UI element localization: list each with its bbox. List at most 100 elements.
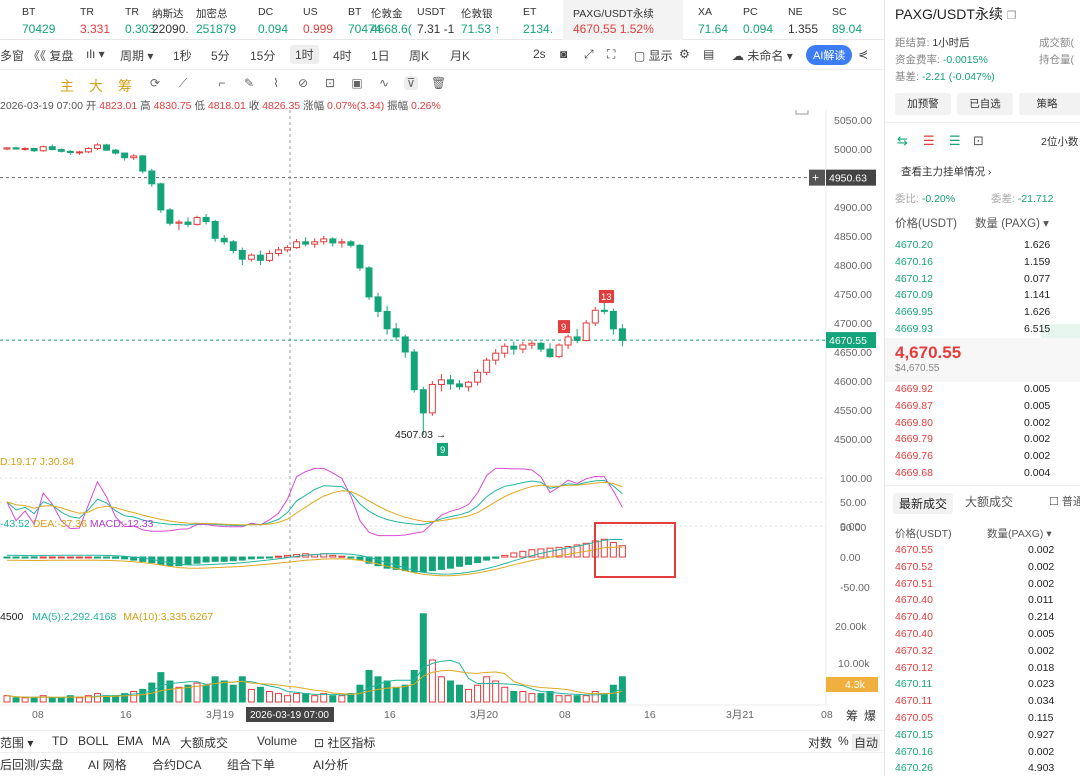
orderbook-row[interactable]: 4669.79 0.002 bbox=[895, 433, 1080, 449]
sync-icon[interactable]: ⟳ bbox=[149, 76, 161, 90]
orderbook-both-icon[interactable]: ⇆ bbox=[897, 133, 908, 148]
ticker-item[interactable]: 加密总 251879 bbox=[196, 0, 240, 40]
period-5m[interactable]: 5分 bbox=[211, 49, 230, 63]
percent-toggle[interactable]: % bbox=[838, 734, 849, 748]
tab-large-trades[interactable]: 大额成交 bbox=[965, 495, 1014, 509]
depth-icon[interactable]: ⊡ bbox=[973, 133, 984, 148]
period-1s[interactable]: 1秒 bbox=[173, 49, 192, 63]
ticker-item[interactable]: BT 70474 bbox=[348, 0, 392, 40]
orderbook-row[interactable]: 4669.76 0.002 bbox=[895, 450, 1080, 466]
indicator-main[interactable]: 主 bbox=[60, 78, 74, 94]
layout-icon[interactable]: ▤ bbox=[703, 47, 715, 61]
orderbook-row[interactable]: 4669.68 0.004 bbox=[895, 467, 1080, 483]
price-chart[interactable]: 5050.005000.004950.004900.004850.004800.… bbox=[0, 110, 884, 730]
period-1h[interactable]: 1时 bbox=[290, 45, 319, 64]
ticker-item[interactable]: 伦敦银 71.53 ↑ bbox=[461, 0, 505, 40]
lock-icon[interactable]: ⊡ bbox=[324, 76, 336, 90]
period-15m[interactable]: 15分 bbox=[250, 49, 276, 63]
indicator-ma[interactable]: MA bbox=[152, 734, 170, 748]
community-indicators[interactable]: ⊡ 社区指标 bbox=[314, 736, 376, 750]
note-icon[interactable]: ▣ bbox=[351, 76, 363, 90]
orderbook-row[interactable]: 4669.92 0.005 bbox=[895, 383, 1080, 399]
orderbook-row[interactable]: 4669.80 0.002 bbox=[895, 417, 1080, 433]
expand-icon[interactable]: ⤢ bbox=[584, 47, 594, 61]
display-toggle[interactable]: ▢ 显示 bbox=[634, 49, 673, 63]
orderbook-row[interactable]: 4670.12 0.077 bbox=[895, 273, 1080, 289]
ticker-item[interactable]: 纳斯达 22090. bbox=[152, 0, 196, 40]
ticker-item[interactable]: 伦敦金 4668.6( bbox=[371, 0, 415, 40]
auto-toggle[interactable]: 自动 bbox=[852, 734, 881, 751]
template-dropdown[interactable]: ☁ 未命名 ▾ bbox=[732, 49, 793, 63]
more-button[interactable] bbox=[1071, 93, 1080, 115]
ticker-item[interactable]: PC 0.094 bbox=[743, 0, 787, 40]
fullscreen-icon[interactable]: ⛶ bbox=[607, 47, 616, 61]
toolbar-multiwindow[interactable]: 多窗 bbox=[0, 49, 25, 63]
strategy-button[interactable]: 策略 bbox=[1019, 93, 1075, 115]
settings-icon[interactable]: ⚙ bbox=[679, 47, 690, 61]
ticker-item[interactable]: DC 0.094 bbox=[258, 0, 302, 40]
orderbook-bids-icon[interactable]: ☰ bbox=[949, 133, 961, 148]
refresh-interval[interactable]: 2s bbox=[533, 47, 546, 61]
ai-interpret-button[interactable]: AI解读 bbox=[806, 45, 853, 65]
tab-dca[interactable]: 合约DCA bbox=[152, 758, 202, 772]
indicator-boll[interactable]: BOLL bbox=[78, 734, 109, 748]
kdj-tick: 0.00 bbox=[840, 521, 861, 533]
ticker-item[interactable]: TR 3.331 bbox=[80, 0, 124, 40]
ticker-item[interactable]: USDT 7.31 -1 bbox=[417, 0, 461, 40]
ticker-item[interactable]: US 0.999 bbox=[303, 0, 347, 40]
qty-header[interactable]: 数量 (PAXG) ▾ bbox=[975, 218, 1049, 230]
ticker-price: 1.355 bbox=[788, 22, 819, 36]
orderbook-row[interactable]: 4670.20 1.626 bbox=[895, 239, 1080, 255]
orderbook-row[interactable]: 4669.87 0.005 bbox=[895, 400, 1080, 416]
ticker-item[interactable]: XA 71.64 bbox=[698, 0, 742, 40]
normal-checkbox[interactable]: ☐ 普通 bbox=[1049, 496, 1080, 508]
magnet-icon[interactable]: ∿ bbox=[378, 76, 390, 90]
share-icon[interactable]: ⋞ bbox=[858, 47, 869, 61]
filter-icon[interactable]: ⊽ bbox=[404, 76, 418, 90]
camera-icon[interactable]: ◙ bbox=[560, 47, 568, 61]
favorited-button[interactable]: 已自选 bbox=[957, 93, 1013, 115]
indicator-td[interactable]: TD bbox=[52, 734, 68, 748]
line-tool-icon[interactable]: ⟋ bbox=[178, 76, 188, 90]
indicator-chips[interactable]: 筹 bbox=[118, 78, 132, 94]
period-4h[interactable]: 4时 bbox=[333, 49, 352, 63]
trade-qty-header[interactable]: 数量(PAXG) ▾ bbox=[987, 528, 1052, 540]
orderbook-row[interactable]: 4669.93 6.515 bbox=[895, 323, 1080, 339]
ticker-item[interactable]: NE 1.355 bbox=[788, 0, 832, 40]
tab-ai-analysis[interactable]: AI分析 bbox=[313, 758, 349, 772]
ticker-item[interactable]: TR 0.303 bbox=[125, 0, 169, 40]
brush-icon[interactable]: ⌇ bbox=[273, 76, 279, 90]
ticker-item[interactable]: PAXG/USDT永续 4670.55 1.52% bbox=[563, 0, 683, 40]
crosshair-icon[interactable]: ⌐ bbox=[218, 76, 226, 90]
period-week[interactable]: 周K bbox=[409, 49, 430, 63]
orderbook-row[interactable]: 4669.95 1.626 bbox=[895, 306, 1080, 322]
ticker-name: SC bbox=[832, 6, 847, 18]
orderbook-row[interactable]: 4670.09 1.141 bbox=[895, 289, 1080, 305]
main-orders-link[interactable]: 查看主力挂单情况 › bbox=[901, 166, 992, 178]
tab-backtest[interactable]: 后回测/实盘 bbox=[0, 758, 64, 772]
trash-icon[interactable]: 🗑 bbox=[431, 76, 447, 90]
pencil-icon[interactable]: ✎ bbox=[243, 76, 255, 90]
range-selector[interactable]: 范围 ▾ bbox=[0, 736, 34, 750]
ticker-item[interactable]: BT 70429 bbox=[22, 0, 66, 40]
chart-type-icon[interactable]: ılı ▾ bbox=[86, 47, 105, 61]
log-toggle[interactable]: 对数 bbox=[808, 736, 833, 750]
period-month[interactable]: 月K bbox=[450, 49, 471, 63]
indicator-large-trades[interactable]: 大额成交 bbox=[180, 736, 229, 750]
toolbar-replay[interactable]: 《《 复盘 bbox=[28, 49, 74, 63]
tab-ai-grid[interactable]: AI 网格 bbox=[88, 758, 127, 772]
ticker-item[interactable]: SC 89.04 bbox=[832, 0, 876, 40]
tab-combo-order[interactable]: 组合下单 bbox=[227, 758, 276, 772]
orderbook-asks-icon[interactable]: ☰ bbox=[923, 133, 935, 148]
precision-select[interactable]: 2位小数 bbox=[1041, 136, 1079, 148]
indicator-ema[interactable]: EMA bbox=[117, 734, 144, 748]
indicator-large[interactable]: 大 bbox=[89, 78, 103, 94]
period-dropdown[interactable]: 周期 ▾ bbox=[120, 49, 154, 63]
indicator-volume[interactable]: Volume bbox=[257, 734, 298, 748]
period-1d[interactable]: 1日 bbox=[371, 49, 390, 63]
orderbook-row[interactable]: 4670.16 1.159 bbox=[895, 256, 1080, 272]
ticker-item[interactable]: ET 2134. bbox=[523, 0, 567, 40]
tab-latest-trades[interactable]: 最新成交 bbox=[893, 493, 954, 514]
ruler-icon[interactable]: ⊘ bbox=[297, 76, 309, 90]
add-alert-button[interactable]: 加预警 bbox=[895, 93, 951, 115]
